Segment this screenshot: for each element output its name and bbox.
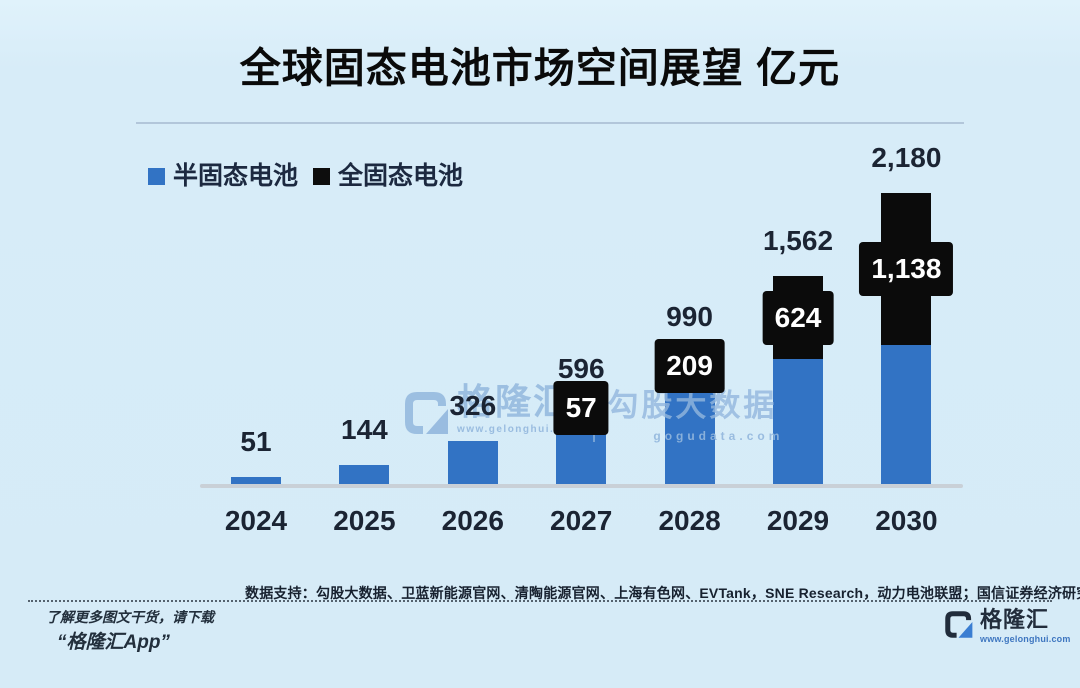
logo-text-block: 格隆汇 www.gelonghui.com [980,607,1071,645]
x-axis-label: 2024 [224,505,288,536]
all-solid-value-label: 209 [654,339,725,393]
source-note: 数据支持：勾股大数据、卫蓝新能源官网、清陶能源官网、上海有色网、EVTank，S… [245,585,1080,601]
bar-total-label: 1,562 [762,225,834,256]
logo-url-text: www.gelonghui.com [980,634,1071,644]
x-axis-label: 2027 [550,505,613,536]
gelonghui-logo: 格隆汇 www.gelonghui.com [944,609,1071,644]
logo-brand-text: 格隆汇 [980,607,1050,632]
footer-promo-line1: 了解更多图文干货，请下载 [46,609,214,625]
gelonghui-logo-icon [945,611,973,638]
legend-label-semi-solid: 半固态电池 [173,162,299,190]
legend-swatch-all-solid [313,168,331,185]
x-axis-label: 2029 [766,505,830,536]
bar-semi-solid [881,345,932,484]
bar-semi-solid [447,441,498,484]
bar-total-label: 51 [240,426,272,457]
all-solid-value-label: 57 [553,381,609,435]
bar-total-label: 326 [449,390,497,421]
x-axis-label: 2026 [441,505,504,536]
bar-total-label: 990 [666,301,713,332]
bar-semi-solid [231,477,281,484]
footer-promo-line2: “格隆汇App” [57,632,170,653]
legend-item-all-solid: 全固态电池 [313,164,463,189]
bar-semi-solid [664,380,715,484]
legend-label-all-solid: 全固态电池 [338,162,464,190]
bar-semi-solid [773,359,823,484]
chart-title: 全球固态电池市场空间展望 亿元 [239,45,841,91]
legend-swatch-semi-solid [148,168,165,185]
title-divider [136,122,964,124]
x-axis-label: 2028 [658,505,721,536]
chart-legend: 半固态电池 全固态电池 [148,164,463,189]
footer-divider [28,600,1052,602]
bar-total-label: 2,180 [871,142,942,173]
all-solid-value-label: 624 [762,290,834,345]
x-axis-label: 2025 [333,505,396,536]
bar-total-label: 144 [341,414,388,445]
x-axis-label: 2030 [875,505,938,536]
bar-semi-solid [339,465,390,484]
legend-item-semi-solid: 半固态电池 [148,164,298,189]
x-axis-line [200,484,963,488]
bar-total-label: 596 [557,353,605,384]
all-solid-value-label: 1,138 [859,242,954,296]
